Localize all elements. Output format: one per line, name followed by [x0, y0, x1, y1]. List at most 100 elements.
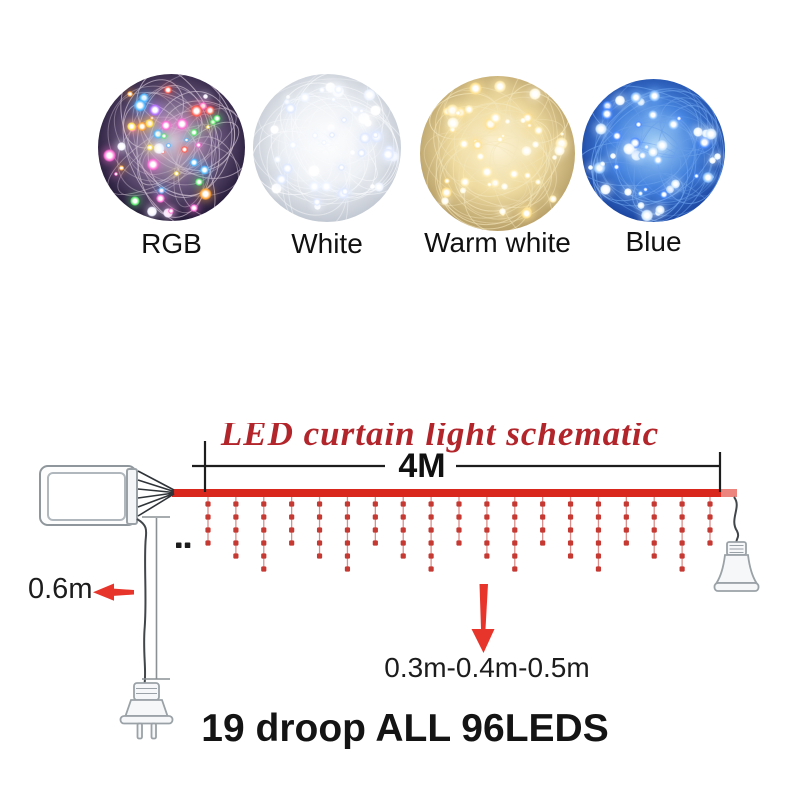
- led-light: [146, 158, 160, 171]
- led-dot: [679, 553, 685, 559]
- led-light: [190, 104, 203, 118]
- wire-strand: [325, 97, 393, 170]
- wire-strand: [432, 132, 558, 226]
- led-light: [520, 117, 526, 124]
- led-light: [649, 90, 661, 102]
- led-light: [499, 208, 506, 215]
- variant-white: White: [253, 74, 401, 259]
- led-dot: [289, 514, 295, 520]
- variant-label: Blue: [625, 226, 682, 257]
- wire-strand: [582, 79, 719, 222]
- led-light: [535, 179, 541, 185]
- led-light: [160, 149, 165, 154]
- led-dot: [400, 501, 406, 507]
- led-light: [629, 91, 642, 104]
- led-light: [446, 116, 459, 130]
- wire-strand: [582, 141, 682, 187]
- led-dot: [261, 527, 267, 533]
- led-dot: [261, 566, 267, 572]
- led-light: [588, 165, 593, 171]
- led-light: [340, 117, 347, 124]
- wire-strand: [262, 74, 401, 220]
- led-light: [612, 130, 623, 141]
- wire-strand: [595, 79, 712, 200]
- led-dot: [623, 527, 629, 533]
- led-light: [553, 144, 565, 156]
- led-dot: [679, 514, 685, 520]
- led-dot: [428, 527, 434, 533]
- led-dot: [400, 527, 406, 533]
- led-light: [156, 194, 165, 204]
- led-light: [476, 151, 485, 161]
- led-light: [326, 123, 336, 132]
- wire-strand: [253, 105, 376, 211]
- wire-strand: [665, 134, 710, 195]
- wire-strand: [274, 78, 401, 214]
- wire-strand: [465, 128, 553, 214]
- wire-strand: [582, 79, 725, 222]
- led-dot: [512, 553, 518, 559]
- led-light: [113, 172, 118, 177]
- led-light: [126, 121, 137, 132]
- led-light: [382, 149, 395, 162]
- wire-strand: [134, 84, 207, 139]
- led-dot: [289, 501, 295, 507]
- led-light: [445, 104, 459, 118]
- led-dot: [512, 501, 518, 507]
- led-dot: [512, 514, 518, 520]
- led-light: [181, 146, 188, 153]
- wire-strand: [101, 101, 211, 210]
- led-light: [166, 143, 171, 149]
- led-light: [288, 140, 298, 150]
- led-dot: [651, 514, 657, 520]
- wire-strand: [280, 125, 355, 222]
- wire-strand: [420, 94, 537, 223]
- led-light: [189, 158, 199, 167]
- wire-strand: [626, 115, 698, 163]
- led-dot: [372, 540, 378, 546]
- curtain-light-bar: [172, 489, 737, 497]
- led-light: [212, 114, 221, 123]
- led-dot: [456, 514, 462, 520]
- led-light: [313, 185, 319, 192]
- droop-length-arrow: [471, 584, 495, 653]
- variant-blue: Blue: [582, 79, 725, 257]
- led-light: [647, 109, 659, 121]
- led-light: [127, 122, 137, 132]
- wire-strand: [100, 74, 241, 213]
- continuation-dots: [176, 542, 191, 548]
- led-light: [647, 146, 658, 157]
- led-light: [628, 136, 642, 150]
- wire-strand: [106, 110, 232, 211]
- led-dot: [595, 501, 602, 507]
- led-light: [520, 145, 532, 157]
- led-light: [469, 82, 482, 95]
- variant-label: White: [291, 228, 363, 259]
- socket-connector: [713, 541, 760, 592]
- led-light: [189, 204, 198, 213]
- string-lights-photo: [420, 76, 575, 231]
- led-light: [127, 91, 133, 97]
- led-light: [602, 101, 613, 112]
- led-light: [190, 128, 198, 137]
- led-dot: [428, 540, 434, 546]
- wire-strand: [420, 84, 571, 230]
- led-light: [285, 103, 296, 114]
- led-light: [198, 101, 208, 111]
- wire-strand: [278, 85, 362, 200]
- led-light: [148, 103, 161, 117]
- led-dot: [651, 527, 657, 533]
- led-light: [459, 187, 466, 194]
- led-light: [205, 125, 210, 130]
- led-light: [595, 123, 608, 136]
- wire-strand: [98, 74, 235, 205]
- led-light: [194, 177, 204, 187]
- led-dot: [567, 527, 574, 533]
- led-light: [173, 171, 179, 177]
- led-light: [320, 180, 333, 192]
- led-light: [698, 136, 712, 150]
- wire-strand: [595, 93, 650, 159]
- lead-length-label: 0.6m: [28, 573, 93, 605]
- led-light: [670, 178, 681, 189]
- led-light: [534, 125, 544, 135]
